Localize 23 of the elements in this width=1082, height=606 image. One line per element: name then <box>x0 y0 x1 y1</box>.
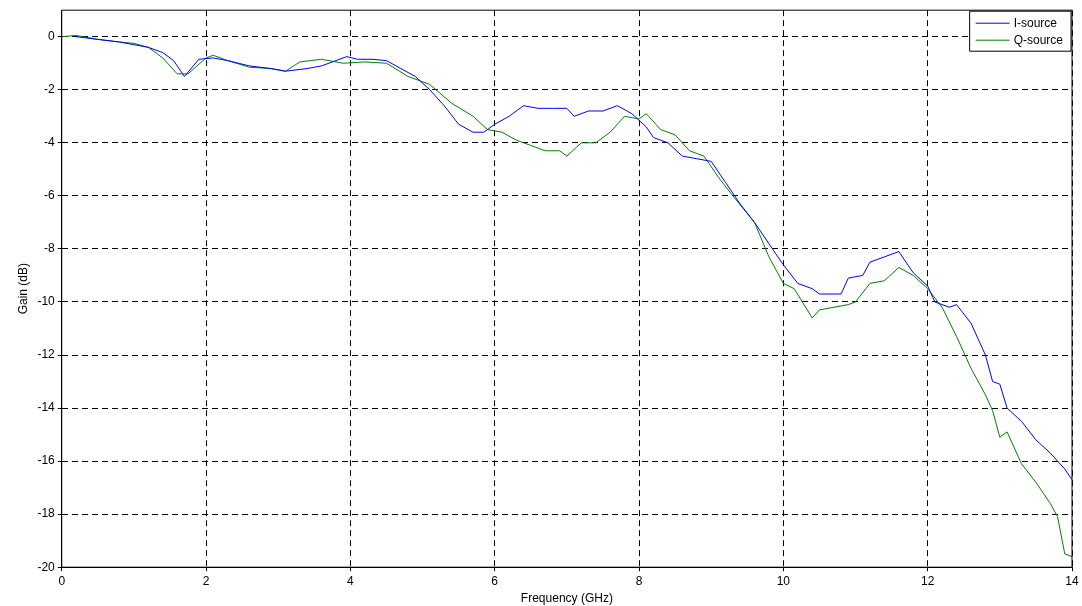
y-tick-label: -6 <box>44 188 56 203</box>
y-tick-label: -2 <box>44 82 56 97</box>
y-tick-label: -4 <box>44 135 56 150</box>
y-tick-label: -10 <box>37 294 56 309</box>
legend-label: Q-source <box>1013 32 1064 47</box>
y-tick-label: -14 <box>37 400 56 415</box>
y-tick-label: 0 <box>48 29 56 44</box>
x-tick-label: 4 <box>347 573 355 588</box>
y-tick-label: -8 <box>44 241 56 256</box>
y-tick-label: -12 <box>37 347 56 362</box>
x-tick-label: 0 <box>58 573 66 588</box>
x-tick-label: 6 <box>491 573 499 588</box>
legend-label: I-source <box>1013 15 1058 30</box>
x-tick-label: 8 <box>635 573 643 588</box>
x-tick-label: 2 <box>202 573 210 588</box>
y-tick-label: -18 <box>37 506 56 521</box>
x-axis-title: Frequency (GHz) <box>520 591 613 606</box>
x-tick-label: 14 <box>1065 573 1079 588</box>
y-tick-label: -20 <box>37 559 56 574</box>
x-tick-label: 10 <box>776 573 791 588</box>
y-axis-title: Gain (dB) <box>15 263 30 315</box>
y-tick-label: -16 <box>37 453 56 468</box>
x-tick-label: 12 <box>921 573 935 588</box>
